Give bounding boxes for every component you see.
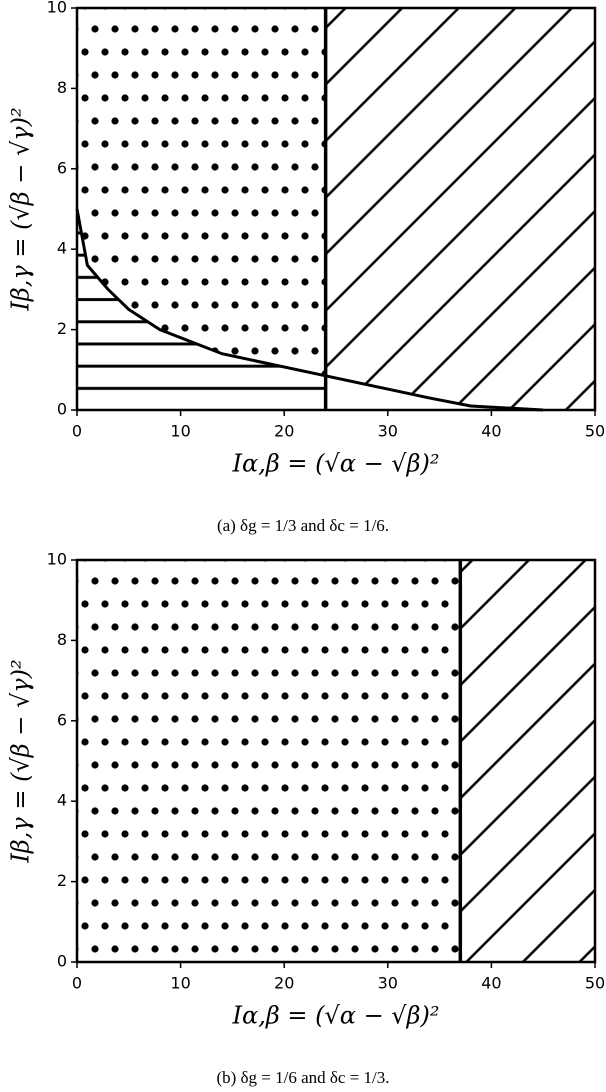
x-tick-label: 20: [274, 974, 294, 993]
y-tick-label: 8: [57, 78, 67, 97]
y-tick-label: 8: [57, 630, 67, 649]
y-tick-label: 6: [57, 710, 67, 729]
y-tick-label: 10: [47, 550, 67, 569]
x-tick-label: 10: [170, 974, 190, 993]
y-tick-label: 2: [57, 319, 67, 338]
x-tick-label: 0: [72, 422, 82, 441]
y-tick-label: 0: [57, 952, 67, 971]
region: [325, 8, 595, 410]
region: [77, 8, 326, 376]
x-tick-label: 30: [378, 974, 398, 993]
x-axis-label: Iα,β = (√α − √β)²: [232, 1002, 440, 1030]
plot-frame: [75, 558, 597, 964]
y-tick-label: 4: [57, 791, 67, 810]
caption: (a) δg = 1/3 and δc = 1/6.: [217, 516, 389, 535]
y-tick-label: 10: [47, 0, 67, 17]
plot-frame: [75, 6, 597, 412]
x-tick-label: 0: [72, 974, 82, 993]
x-tick-label: 30: [378, 422, 398, 441]
y-axis-label: Iβ,γ = (√β − √γ)²: [7, 659, 35, 863]
y-tick-label: 6: [57, 158, 67, 177]
y-tick-label: 4: [57, 239, 67, 258]
region: [77, 209, 326, 410]
x-tick-label: 40: [481, 974, 501, 993]
x-tick-label: 10: [170, 422, 190, 441]
y-axis-label: Iβ,γ = (√β − √γ)²: [7, 107, 35, 311]
caption: (b) δg = 1/6 and δc = 1/3.: [216, 1068, 389, 1087]
x-tick-label: 50: [585, 422, 605, 441]
x-tick-label: 20: [274, 422, 294, 441]
x-tick-label: 40: [481, 422, 501, 441]
y-tick-label: 2: [57, 871, 67, 890]
region: [460, 560, 595, 962]
x-tick-label: 50: [585, 974, 605, 993]
boundary-curve: [75, 208, 544, 412]
y-tick-label: 0: [57, 400, 67, 419]
x-axis-label: Iα,β = (√α − √β)²: [232, 450, 440, 478]
region: [77, 560, 461, 962]
